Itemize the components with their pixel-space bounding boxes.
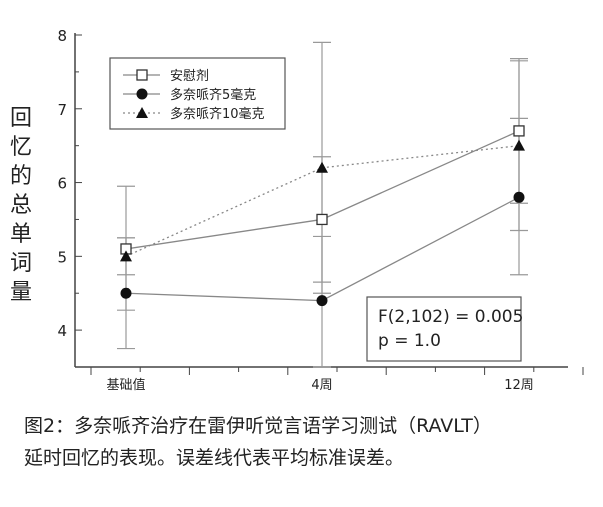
y-tick-label: 7 (57, 101, 67, 119)
data-point (120, 287, 132, 299)
x-tick-label: 基础值 (106, 377, 145, 393)
data-point (316, 295, 328, 307)
data-point (513, 191, 525, 203)
legend-label: 安慰剂 (170, 69, 209, 84)
x-tick-label: 12周 (504, 378, 534, 393)
caption-line-2: 延时回忆的表现。误差线代表平均标准误差。 (24, 447, 405, 469)
legend-marker (136, 88, 148, 100)
y-axis-label: 回忆的总单词量 (9, 106, 32, 305)
x-tick-label: 4周 (311, 378, 332, 393)
stats-box (366, 296, 522, 362)
y-tick-label: 8 (57, 27, 67, 45)
y-tick-label: 4 (57, 322, 67, 340)
legend-label: 多奈哌齐5毫克 (170, 87, 256, 103)
stats-text: F(2,102) = 0.005 (378, 307, 523, 327)
y-tick-label: 6 (57, 175, 67, 193)
figure-caption: 图2：多奈哌齐治疗在雷伊听觉言语学习测试（RAVLT） 延时回忆的表现。误差线代… (24, 410, 492, 474)
legend-label: 多奈哌齐10毫克 (170, 106, 265, 122)
data-point (120, 250, 132, 262)
legend-marker (136, 69, 148, 81)
data-point (513, 125, 525, 137)
caption-line-1: 图2：多奈哌齐治疗在雷伊听觉言语学习测试（RAVLT） (24, 415, 492, 437)
legend-marker (136, 107, 148, 118)
stats-text: p = 1.0 (378, 331, 441, 351)
data-point (513, 139, 525, 151)
y-tick-label: 5 (57, 248, 67, 266)
data-point (316, 213, 328, 226)
data-point (316, 161, 328, 173)
